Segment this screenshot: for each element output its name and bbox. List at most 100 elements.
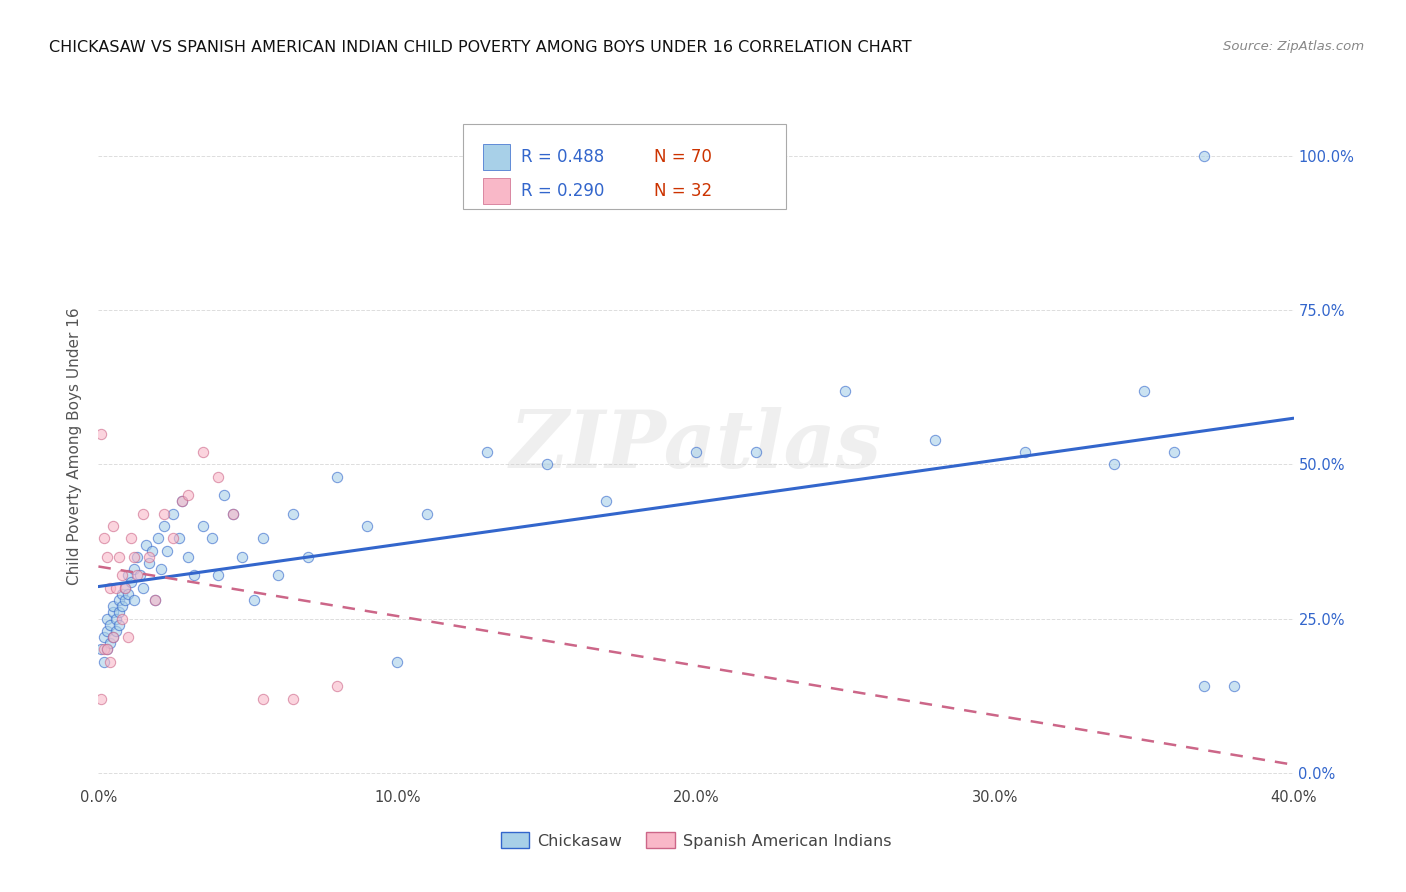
Text: R = 0.488: R = 0.488 — [522, 148, 605, 166]
Point — [117, 630, 139, 644]
Point — [111, 611, 134, 625]
Point — [297, 549, 319, 564]
Point — [1192, 149, 1215, 163]
Point — [117, 568, 139, 582]
Point — [924, 433, 946, 447]
Point — [98, 655, 122, 669]
Point — [90, 642, 112, 657]
Point — [595, 494, 617, 508]
Point — [281, 691, 304, 706]
Point — [93, 655, 115, 669]
Point — [326, 470, 349, 484]
Point — [127, 549, 149, 564]
Point — [191, 519, 214, 533]
Legend: Chickasaw, Spanish American Indians: Chickasaw, Spanish American Indians — [494, 826, 898, 855]
Point — [834, 384, 856, 398]
Point — [1223, 679, 1246, 693]
Point — [536, 458, 558, 472]
Text: N = 70: N = 70 — [654, 148, 711, 166]
Point — [96, 611, 118, 625]
Point — [475, 445, 498, 459]
Point — [416, 507, 439, 521]
Y-axis label: Child Poverty Among Boys Under 16: Child Poverty Among Boys Under 16 — [67, 307, 83, 585]
Point — [162, 507, 184, 521]
Point — [96, 642, 118, 657]
Point — [111, 587, 134, 601]
Point — [143, 593, 166, 607]
FancyBboxPatch shape — [484, 145, 509, 169]
Point — [267, 568, 290, 582]
Point — [356, 519, 378, 533]
Point — [212, 488, 235, 502]
Point — [162, 532, 184, 546]
Point — [124, 593, 146, 607]
Point — [252, 532, 274, 546]
FancyBboxPatch shape — [463, 124, 786, 209]
Point — [114, 581, 136, 595]
Point — [96, 549, 118, 564]
Point — [141, 543, 163, 558]
Point — [120, 532, 142, 546]
Point — [281, 507, 304, 521]
Point — [138, 549, 160, 564]
Point — [191, 445, 214, 459]
Point — [153, 507, 176, 521]
Point — [111, 568, 134, 582]
Point — [108, 549, 131, 564]
Point — [129, 568, 152, 582]
Text: ZIPatlas: ZIPatlas — [510, 408, 882, 484]
Point — [93, 630, 115, 644]
Point — [108, 593, 131, 607]
Text: R = 0.290: R = 0.290 — [522, 182, 605, 201]
Point — [98, 581, 122, 595]
Point — [1104, 458, 1126, 472]
Point — [172, 494, 194, 508]
Point — [150, 562, 173, 576]
Point — [326, 679, 349, 693]
Point — [105, 611, 128, 625]
Point — [111, 599, 134, 614]
Point — [90, 426, 112, 441]
Point — [201, 532, 224, 546]
Point — [132, 507, 155, 521]
Point — [222, 507, 245, 521]
Point — [132, 581, 155, 595]
Point — [135, 538, 157, 552]
Point — [96, 624, 118, 638]
Point — [90, 691, 112, 706]
Point — [98, 617, 122, 632]
Point — [124, 562, 146, 576]
Point — [1133, 384, 1156, 398]
Point — [685, 445, 707, 459]
Point — [108, 606, 131, 620]
Point — [143, 593, 166, 607]
Point — [96, 642, 118, 657]
Point — [243, 593, 266, 607]
Point — [156, 543, 179, 558]
Point — [108, 617, 131, 632]
Point — [124, 549, 146, 564]
Point — [93, 642, 115, 657]
Point — [385, 655, 409, 669]
Point — [105, 624, 128, 638]
Point — [103, 630, 125, 644]
Point — [153, 519, 176, 533]
Point — [1014, 445, 1036, 459]
Point — [105, 581, 128, 595]
Point — [231, 549, 253, 564]
Point — [120, 574, 142, 589]
Point — [93, 532, 115, 546]
Point — [1163, 445, 1185, 459]
Point — [114, 593, 136, 607]
Point — [172, 494, 194, 508]
Point — [167, 532, 190, 546]
Point — [177, 549, 200, 564]
Point — [127, 568, 149, 582]
Point — [177, 488, 200, 502]
Point — [98, 636, 122, 650]
Point — [183, 568, 205, 582]
Point — [252, 691, 274, 706]
Point — [103, 606, 125, 620]
FancyBboxPatch shape — [484, 178, 509, 204]
Point — [207, 470, 229, 484]
